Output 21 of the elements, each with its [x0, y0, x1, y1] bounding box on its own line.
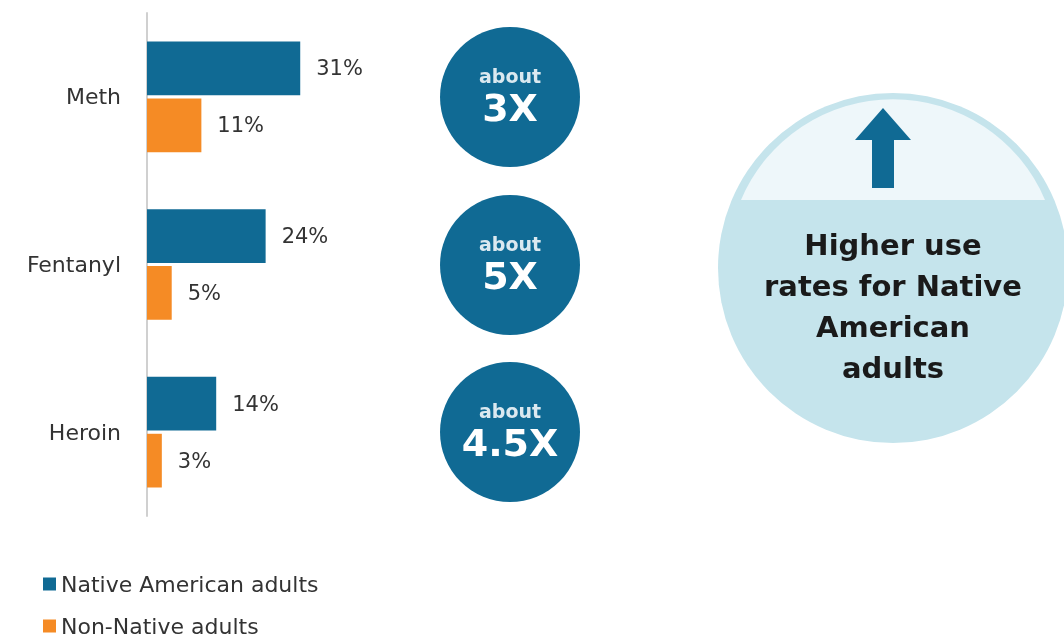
data-label: 24% — [281, 224, 329, 249]
bar — [147, 209, 266, 263]
circle-badge: about 3X — [440, 26, 580, 167]
bar — [147, 376, 217, 431]
y-tick-label: Meth — [65, 84, 121, 110]
circle-badge: about 4.5X — [440, 362, 580, 503]
bar — [147, 266, 172, 320]
data-label: 5% — [187, 280, 222, 305]
y-tick-label: Fentanyl — [26, 252, 121, 277]
y-tick-label: Heroin — [48, 419, 121, 445]
bar — [147, 433, 162, 488]
bar — [147, 41, 301, 96]
data-label: 31% — [316, 56, 363, 81]
data-label: 14% — [232, 391, 279, 416]
legend-label: Non-Native adults — [61, 613, 259, 639]
data-label: 3% — [177, 448, 212, 473]
data-label: 11% — [217, 113, 265, 138]
text: Higher use rates for Native American adults — [763, 227, 1023, 387]
legend-label: Native American adults — [61, 571, 319, 597]
circle-badge: about 5X — [440, 194, 580, 335]
bar — [147, 98, 202, 153]
